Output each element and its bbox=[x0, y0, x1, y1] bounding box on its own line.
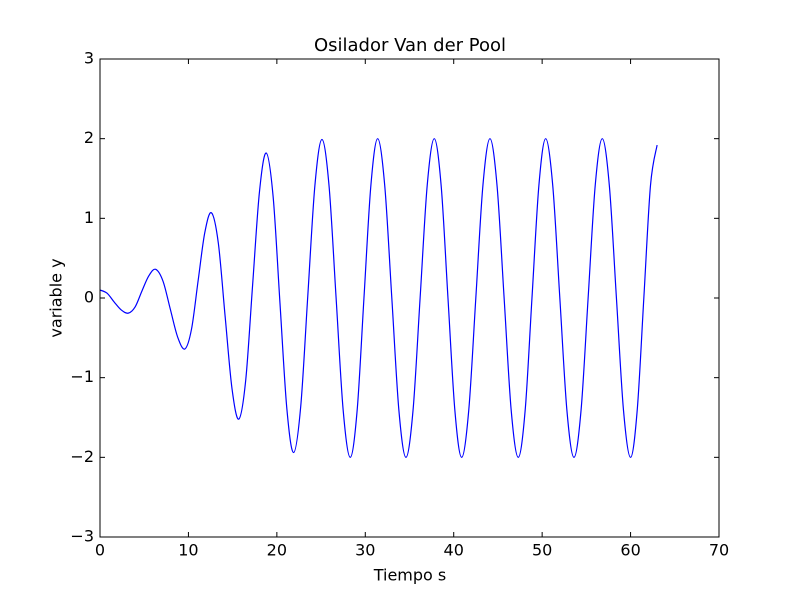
x-axis-label: Tiempo s bbox=[373, 566, 447, 585]
y-axis-label: variable y bbox=[47, 258, 66, 337]
y-tick-label: −3 bbox=[70, 527, 94, 546]
x-tick-label: 10 bbox=[178, 541, 198, 560]
y-tick-label: 2 bbox=[84, 128, 94, 147]
y-tick-label: −1 bbox=[70, 367, 94, 386]
x-tick-label: 0 bbox=[95, 541, 105, 560]
x-tick-label: 30 bbox=[355, 541, 375, 560]
plot-frame bbox=[99, 58, 720, 538]
y-tick-label: −2 bbox=[70, 447, 94, 466]
chart-title: Osilador Van der Pool bbox=[314, 35, 506, 56]
x-tick-label: 70 bbox=[709, 541, 729, 560]
x-tick-label: 50 bbox=[532, 541, 552, 560]
x-tick-label: 20 bbox=[267, 541, 287, 560]
y-tick-label: 1 bbox=[84, 208, 94, 227]
y-tick-label: 3 bbox=[84, 49, 94, 68]
x-tick-label: 60 bbox=[620, 541, 640, 560]
x-tick-label: 40 bbox=[444, 541, 464, 560]
data-line bbox=[99, 138, 658, 458]
y-tick-label: 0 bbox=[84, 288, 94, 307]
